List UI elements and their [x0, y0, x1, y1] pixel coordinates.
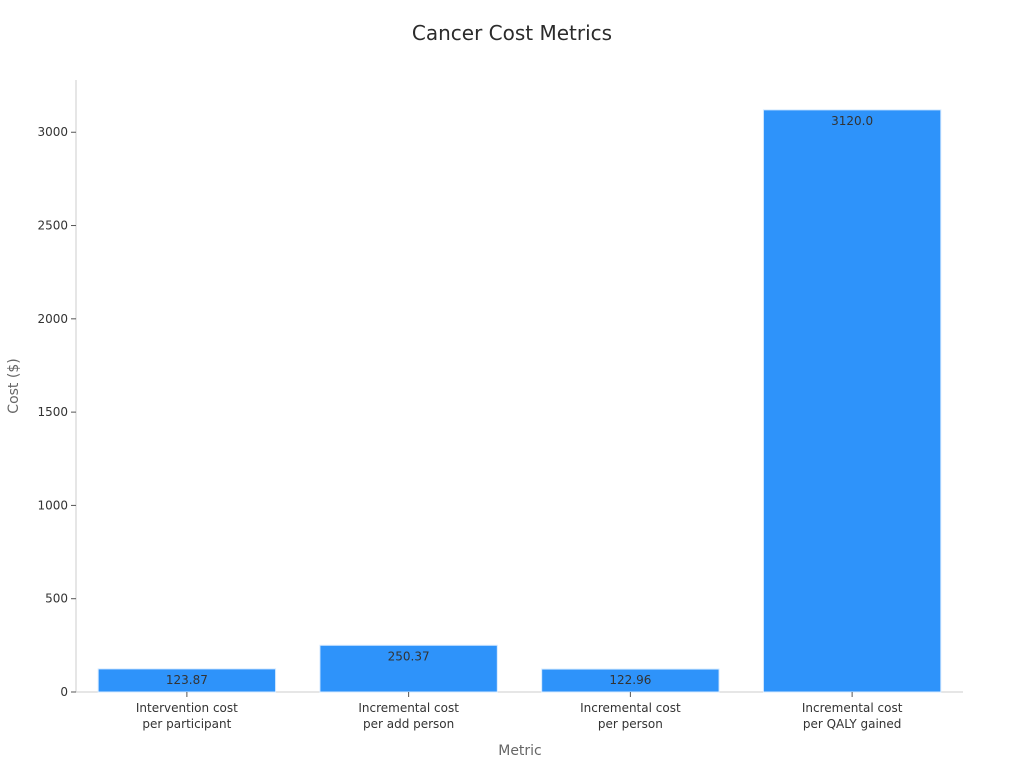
y-tick-label: 2000 [37, 312, 68, 326]
x-tick-label: Incremental cost per add person [358, 701, 459, 731]
y-tick-label: 2500 [37, 219, 68, 233]
x-tick-label: Incremental cost per person [580, 701, 681, 731]
data-label: 123.87 [166, 673, 208, 687]
x-axis-labels: Intervention cost per participant Incremen… [136, 692, 903, 731]
y-tick-label: 0 [60, 685, 68, 699]
data-label: 3120.0 [831, 114, 873, 128]
bars [97, 109, 942, 693]
bar [762, 109, 942, 693]
y-tick-label: 500 [45, 592, 68, 606]
data-labels: 123.87 250.37 122.96 3120.0 [166, 114, 873, 687]
x-axis-title: Metric [498, 743, 542, 759]
y-axis-title: Cost ($) [6, 358, 22, 413]
y-tick-label: 1500 [37, 405, 68, 419]
bar [319, 644, 498, 693]
data-label: 122.96 [609, 673, 651, 687]
y-tick-label: 3000 [37, 125, 68, 139]
x-tick-label: Intervention cost per participant [136, 701, 238, 731]
y-tick-label: 1000 [37, 498, 68, 512]
y-axis-ticks: 0 500 1000 1500 2000 2500 3000 [37, 125, 76, 699]
x-tick-label: Incremental cost per QALY gained [802, 701, 903, 731]
data-label: 250.37 [388, 649, 430, 663]
chart-title: Cancer Cost Metrics [412, 21, 612, 45]
